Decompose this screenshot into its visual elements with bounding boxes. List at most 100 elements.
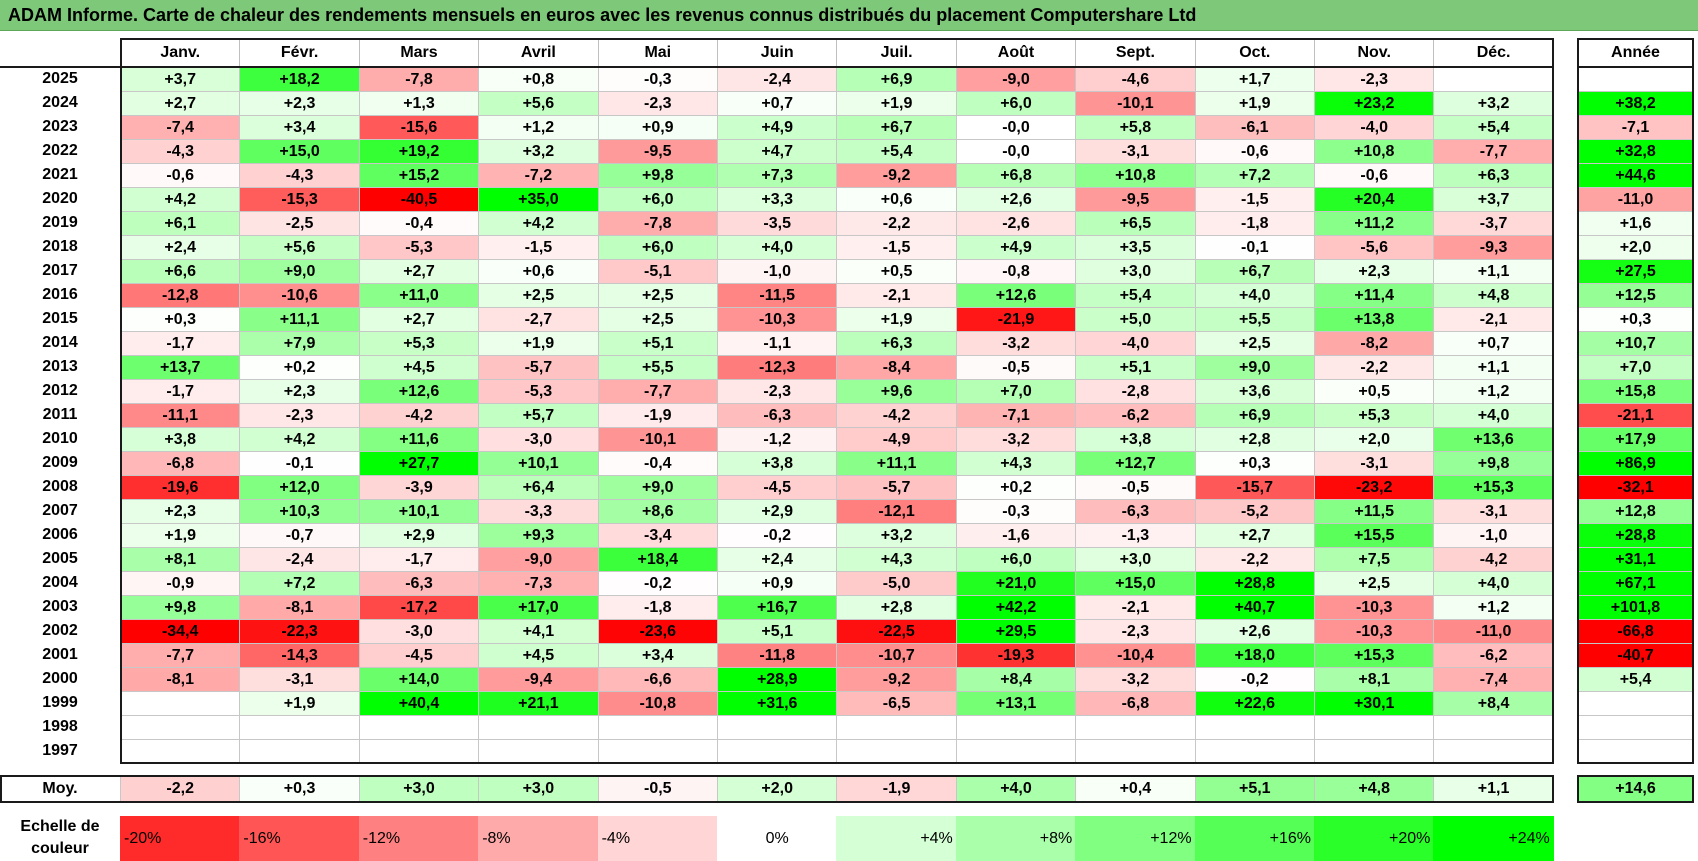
year-label: 2014 bbox=[42, 334, 78, 351]
heatmap-cell: +4,5 bbox=[478, 643, 599, 668]
heatmap-cell: +4,3 bbox=[836, 547, 957, 572]
heatmap-cell: +7,2 bbox=[239, 571, 360, 596]
heatmap-cell: -6,5 bbox=[836, 691, 957, 716]
annual-cell: +12,5 bbox=[1577, 283, 1694, 308]
year-label: 1998 bbox=[42, 718, 78, 735]
heatmap-cell: -0,6 bbox=[1314, 163, 1435, 188]
heatmap-cell: +6,7 bbox=[1194, 259, 1315, 284]
heatmap-cell: +10,8 bbox=[1314, 139, 1435, 164]
heatmap-cell bbox=[955, 715, 1077, 740]
heatmap-cell: -7,4 bbox=[120, 115, 241, 140]
annual-cell: +12,8 bbox=[1577, 499, 1694, 524]
heatmap-cell: +5,1 bbox=[717, 619, 838, 644]
average-label: Moy. bbox=[42, 780, 78, 797]
heatmap-cell: -1,9 bbox=[597, 403, 718, 428]
heatmap-cell: -6,1 bbox=[1194, 115, 1315, 140]
heatmap-cell: +3,7 bbox=[120, 67, 241, 92]
annual-cell: -40,7 bbox=[1577, 643, 1694, 668]
heatmap-cell: -1,0 bbox=[1433, 523, 1554, 548]
annual-cell: -66,8 bbox=[1577, 619, 1694, 644]
heatmap-cell: +3,2 bbox=[1433, 91, 1554, 116]
heatmap-cell: -4,2 bbox=[1433, 547, 1554, 572]
heatmap-cell: -14,3 bbox=[239, 643, 360, 668]
heatmap-cell: +2,7 bbox=[358, 259, 480, 284]
heatmap-cell: +2,6 bbox=[955, 187, 1077, 212]
heatmap-cell: -10,7 bbox=[836, 643, 957, 668]
heatmap-cell: -3,9 bbox=[358, 475, 480, 500]
heatmap-cell: +28,8 bbox=[1194, 571, 1315, 596]
heatmap-cell: +8,6 bbox=[597, 499, 718, 524]
heatmap-cell: +4,9 bbox=[955, 235, 1077, 260]
heatmap-cell bbox=[239, 715, 360, 740]
heatmap-cell: +11,1 bbox=[239, 307, 360, 332]
year-label: 2018 bbox=[42, 238, 78, 255]
month-header: Août bbox=[955, 38, 1077, 67]
year-label: 2006 bbox=[42, 526, 78, 543]
heatmap-cell: +5,6 bbox=[239, 235, 360, 260]
color-scale-label: Echelle de couleur bbox=[20, 818, 100, 857]
heatmap-cell: +17,0 bbox=[478, 595, 599, 620]
heatmap-cell: -9,5 bbox=[597, 139, 718, 164]
annual-cell: +67,1 bbox=[1577, 571, 1694, 596]
heatmap-cell: +2,5 bbox=[597, 283, 718, 308]
heatmap-cell: +6,1 bbox=[120, 211, 241, 236]
heatmap-cell: +0,3 bbox=[1194, 451, 1315, 476]
heatmap-cell: +2,4 bbox=[717, 547, 838, 572]
year-label: 2023 bbox=[42, 118, 78, 135]
heatmap-cell: +11,6 bbox=[358, 427, 480, 452]
heatmap-cell: -6,6 bbox=[597, 667, 718, 692]
heatmap-cell: +0,5 bbox=[1314, 379, 1435, 404]
heatmap-cell: +1,2 bbox=[478, 115, 599, 140]
heatmap-cell: -4,0 bbox=[1314, 115, 1435, 140]
heatmap-cell: -23,2 bbox=[1314, 475, 1435, 500]
heatmap-cell: -23,6 bbox=[597, 619, 718, 644]
heatmap-cell: +0,7 bbox=[1433, 331, 1554, 356]
heatmap-cell: -19,6 bbox=[120, 475, 241, 500]
header-divider-annual bbox=[1577, 66, 1694, 68]
heatmap-cell: -2,3 bbox=[597, 91, 718, 116]
heatmap-cell: +1,9 bbox=[239, 691, 360, 716]
heatmap-cell: -1,5 bbox=[836, 235, 957, 260]
year-label: 2019 bbox=[42, 214, 78, 231]
heatmap-cell: -5,3 bbox=[358, 235, 480, 260]
month-header: Déc. bbox=[1433, 38, 1554, 67]
heatmap-cell: +35,0 bbox=[478, 187, 599, 212]
color-scale-step: -12% bbox=[358, 816, 480, 861]
year-label: 2000 bbox=[42, 670, 78, 687]
heatmap-cell bbox=[955, 739, 1077, 764]
heatmap-cell: +5,0 bbox=[1075, 307, 1196, 332]
year-label: 2022 bbox=[42, 142, 78, 159]
heatmap-cell: +15,0 bbox=[1075, 571, 1196, 596]
heatmap-cell: +7,5 bbox=[1314, 547, 1435, 572]
heatmap-cell: +0,6 bbox=[836, 187, 957, 212]
heatmap-cell: -0,0 bbox=[955, 115, 1077, 140]
color-scale-step: +16% bbox=[1194, 816, 1315, 861]
heatmap-cell: +0,2 bbox=[955, 475, 1077, 500]
heatmap-cell: -3,1 bbox=[1433, 499, 1554, 524]
heatmap-cell: -1,3 bbox=[1075, 523, 1196, 548]
heatmap-cell: -2,4 bbox=[717, 67, 838, 92]
annual-cell bbox=[1577, 715, 1694, 740]
heatmap-cell: +0,5 bbox=[836, 259, 957, 284]
heatmap-cell: -7,7 bbox=[597, 379, 718, 404]
heatmap-cell: +5,1 bbox=[1075, 355, 1196, 380]
heatmap-cell: +2,9 bbox=[717, 499, 838, 524]
heatmap-cell bbox=[1194, 715, 1315, 740]
year-label: 2007 bbox=[42, 502, 78, 519]
heatmap-cell: -11,1 bbox=[120, 403, 241, 428]
heatmap-cell: -34,4 bbox=[120, 619, 241, 644]
year-label: 2001 bbox=[42, 646, 78, 663]
heatmap-cell: -2,7 bbox=[478, 307, 599, 332]
annual-cell: -32,1 bbox=[1577, 475, 1694, 500]
heatmap-cell: -3,0 bbox=[358, 619, 480, 644]
heatmap-cell: +11,2 bbox=[1314, 211, 1435, 236]
heatmap-cell: -8,1 bbox=[120, 667, 241, 692]
annual-cell: +27,5 bbox=[1577, 259, 1694, 284]
heatmap-cell: +5,4 bbox=[1075, 283, 1196, 308]
heatmap-cell: -4,5 bbox=[717, 475, 838, 500]
average-cell: +4,8 bbox=[1314, 776, 1435, 802]
heatmap-cell: -1,2 bbox=[717, 427, 838, 452]
heatmap-cell: +6,9 bbox=[1194, 403, 1315, 428]
heatmap-cell: -2,6 bbox=[955, 211, 1077, 236]
heatmap-cell bbox=[1314, 715, 1435, 740]
